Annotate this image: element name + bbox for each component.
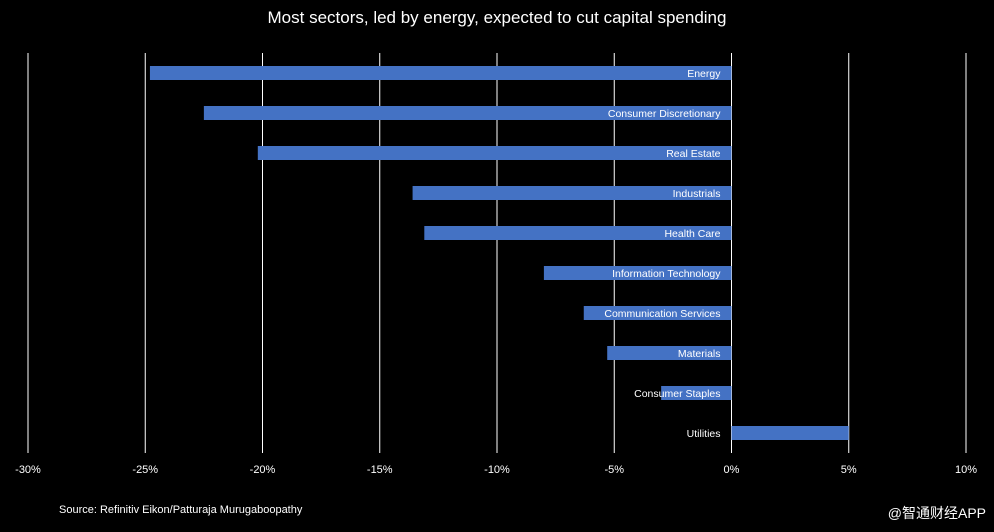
category-label: Consumer Discretionary xyxy=(608,108,721,120)
x-tick-label: -10% xyxy=(484,464,510,476)
category-label: Real Estate xyxy=(666,148,720,160)
bar xyxy=(424,226,732,240)
x-tick-label: -25% xyxy=(132,464,158,476)
x-tick-label: -15% xyxy=(367,464,393,476)
x-tick-label: -30% xyxy=(15,464,41,476)
x-tick-label: 0% xyxy=(724,464,740,476)
category-label: Utilities xyxy=(687,428,721,440)
bar xyxy=(583,306,732,320)
chart-title: Most sectors, led by energy, expected to… xyxy=(267,8,727,27)
x-tick-label: 5% xyxy=(841,464,857,476)
bar xyxy=(661,386,732,400)
bar xyxy=(203,106,732,120)
category-label: Information Technology xyxy=(612,268,721,280)
category-label: Health Care xyxy=(664,228,720,240)
bar xyxy=(731,426,849,440)
category-labels: Energy Consumer Discretionary Real Estate I… xyxy=(604,68,721,440)
x-tick-label: -20% xyxy=(250,464,276,476)
bar xyxy=(607,346,732,360)
bar xyxy=(412,186,732,200)
x-tick-label: 10% xyxy=(955,464,977,476)
bars xyxy=(149,66,849,440)
bar xyxy=(543,266,732,280)
watermark: @智通财经APP xyxy=(887,505,986,521)
category-label: Energy xyxy=(687,68,721,80)
bar xyxy=(149,66,732,80)
x-axis-ticks: -30% -25% -20% -15% -10% -5% 0% 5% 10% xyxy=(15,464,977,476)
category-label: Industrials xyxy=(673,188,721,200)
category-label: Communication Services xyxy=(604,308,720,320)
category-label: Consumer Staples xyxy=(634,388,720,400)
source-note: Source: Refinitiv Eikon/Patturaja Muruga… xyxy=(59,504,303,516)
bar xyxy=(257,146,732,160)
x-tick-label: -5% xyxy=(604,464,624,476)
category-label: Materials xyxy=(678,348,721,360)
